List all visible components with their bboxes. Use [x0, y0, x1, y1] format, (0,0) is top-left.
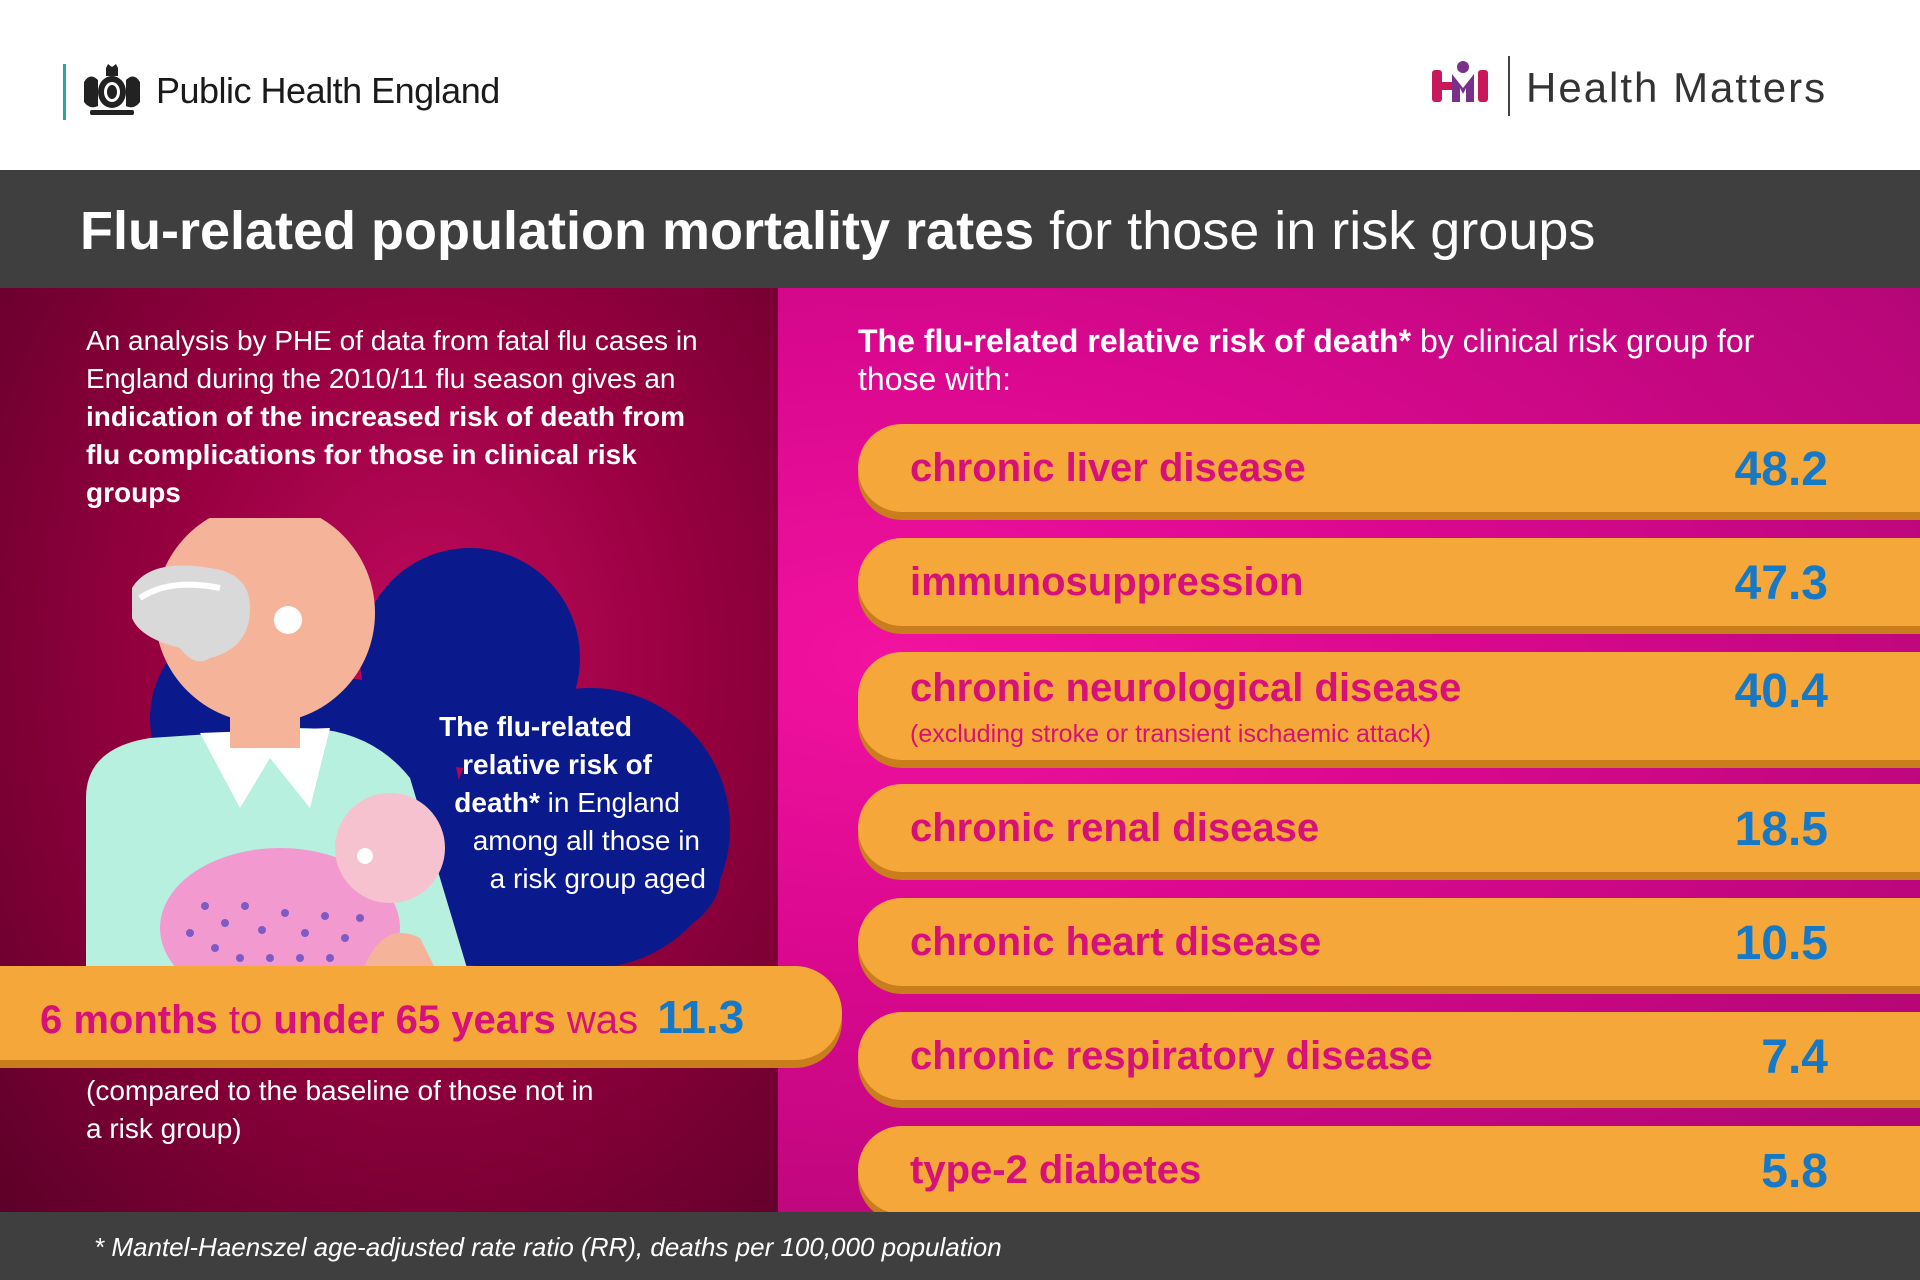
- header: Public Health England Health Matters: [0, 0, 1920, 170]
- risk-label: chronic neurological disease: [910, 666, 1462, 710]
- left-panel: An analysis by PHE of data from fatal fl…: [0, 288, 778, 1212]
- cloud-line-3-bold: death*: [454, 787, 540, 818]
- age-to: under 65 years: [273, 998, 556, 1042]
- royal-crest-icon: [84, 64, 140, 115]
- footer: * Mantel-Haenszel age-adjusted rate rati…: [0, 1212, 1920, 1280]
- risk-label: chronic respiratory disease: [910, 1034, 1433, 1078]
- risk-value: 7.4: [1761, 1031, 1828, 1084]
- risk-row-neurological: chronic neurological disease (excluding …: [858, 652, 1920, 760]
- tissue-icon: [132, 565, 250, 662]
- to-word: to: [228, 998, 263, 1042]
- risk-value: 48.2: [1734, 443, 1828, 496]
- cloud-line-3: death* in England: [372, 784, 712, 822]
- page-title: Flu-related population mortality rates f…: [80, 200, 1595, 262]
- overall-risk-bar: 6 months to under 65 years was 11.3: [0, 966, 842, 1060]
- risk-row-respiratory: chronic respiratory disease 7.4: [858, 1012, 1920, 1100]
- age-from: 6 months: [40, 998, 218, 1042]
- cloud-line-2: relative risk of: [462, 749, 652, 780]
- risk-label: type-2 diabetes: [910, 1148, 1202, 1192]
- phe-accent-bar: [63, 64, 66, 120]
- comparison-note: (compared to the baseline of those not i…: [86, 1075, 594, 1144]
- risk-value: 5.8: [1761, 1145, 1828, 1198]
- risk-label: chronic heart disease: [910, 920, 1322, 964]
- intro-text: An analysis by PHE of data from fatal fl…: [86, 322, 726, 512]
- risk-value: 40.4: [1734, 665, 1828, 718]
- footnote: * Mantel-Haenszel age-adjusted rate rati…: [94, 1232, 1002, 1262]
- logo-divider: [1508, 56, 1510, 116]
- risk-heading-bold: The flu-related relative risk of death*: [858, 323, 1412, 359]
- cloud-line-3-plain: in England: [547, 787, 680, 818]
- title-bold: Flu-related population mortality rates: [80, 201, 1035, 261]
- risk-label: chronic renal disease: [910, 806, 1320, 850]
- overall-risk-value: 11.3: [657, 991, 745, 1043]
- risk-row-heart: chronic heart disease 10.5: [858, 898, 1920, 986]
- risk-value: 47.3: [1734, 557, 1828, 610]
- title-light: for those in risk groups: [1049, 201, 1596, 261]
- baby-body-icon: [160, 848, 400, 978]
- intro-bold: indication of the increased risk of deat…: [86, 401, 685, 508]
- baby-head-icon: [335, 793, 445, 903]
- risk-row-liver: chronic liver disease 48.2: [858, 424, 1920, 512]
- cloud-line-4: among all those in: [472, 825, 700, 856]
- was-word: was: [566, 998, 639, 1042]
- risk-label: chronic liver disease: [910, 446, 1306, 490]
- cloud-line-5: a risk group aged: [489, 863, 706, 894]
- risk-row-diabetes: type-2 diabetes 5.8: [858, 1126, 1920, 1214]
- health-matters-logo-icon: [1432, 61, 1488, 102]
- risk-value: 10.5: [1734, 917, 1828, 970]
- parent-child-illustration: [86, 518, 730, 978]
- risk-row-renal: chronic renal disease 18.5: [858, 784, 1920, 872]
- campaign-name: Health Matters: [1526, 64, 1828, 111]
- right-panel: The flu-related relative risk of death* …: [778, 288, 1920, 1214]
- intro-plain: An analysis by PHE of data from fatal fl…: [86, 325, 698, 394]
- overall-risk-text: 6 months to under 65 years was 11.3: [40, 990, 744, 1044]
- risk-sublabel: (excluding stroke or transient ischaemic…: [910, 720, 1432, 748]
- risk-value: 18.5: [1734, 803, 1828, 856]
- risk-heading-plain: by clinical risk group for those with:: [858, 323, 1755, 397]
- cloud-line-1: The flu-related: [439, 711, 632, 742]
- title-band: Flu-related population mortality rates f…: [0, 170, 1920, 288]
- risk-heading: The flu-related relative risk of death* …: [858, 322, 1838, 398]
- org-name: Public Health England: [156, 70, 500, 111]
- cloud-text: The flu-related relative risk of death* …: [372, 708, 712, 898]
- risk-row-immunosuppression: immunosuppression 47.3: [858, 538, 1920, 626]
- risk-label: immunosuppression: [910, 560, 1304, 604]
